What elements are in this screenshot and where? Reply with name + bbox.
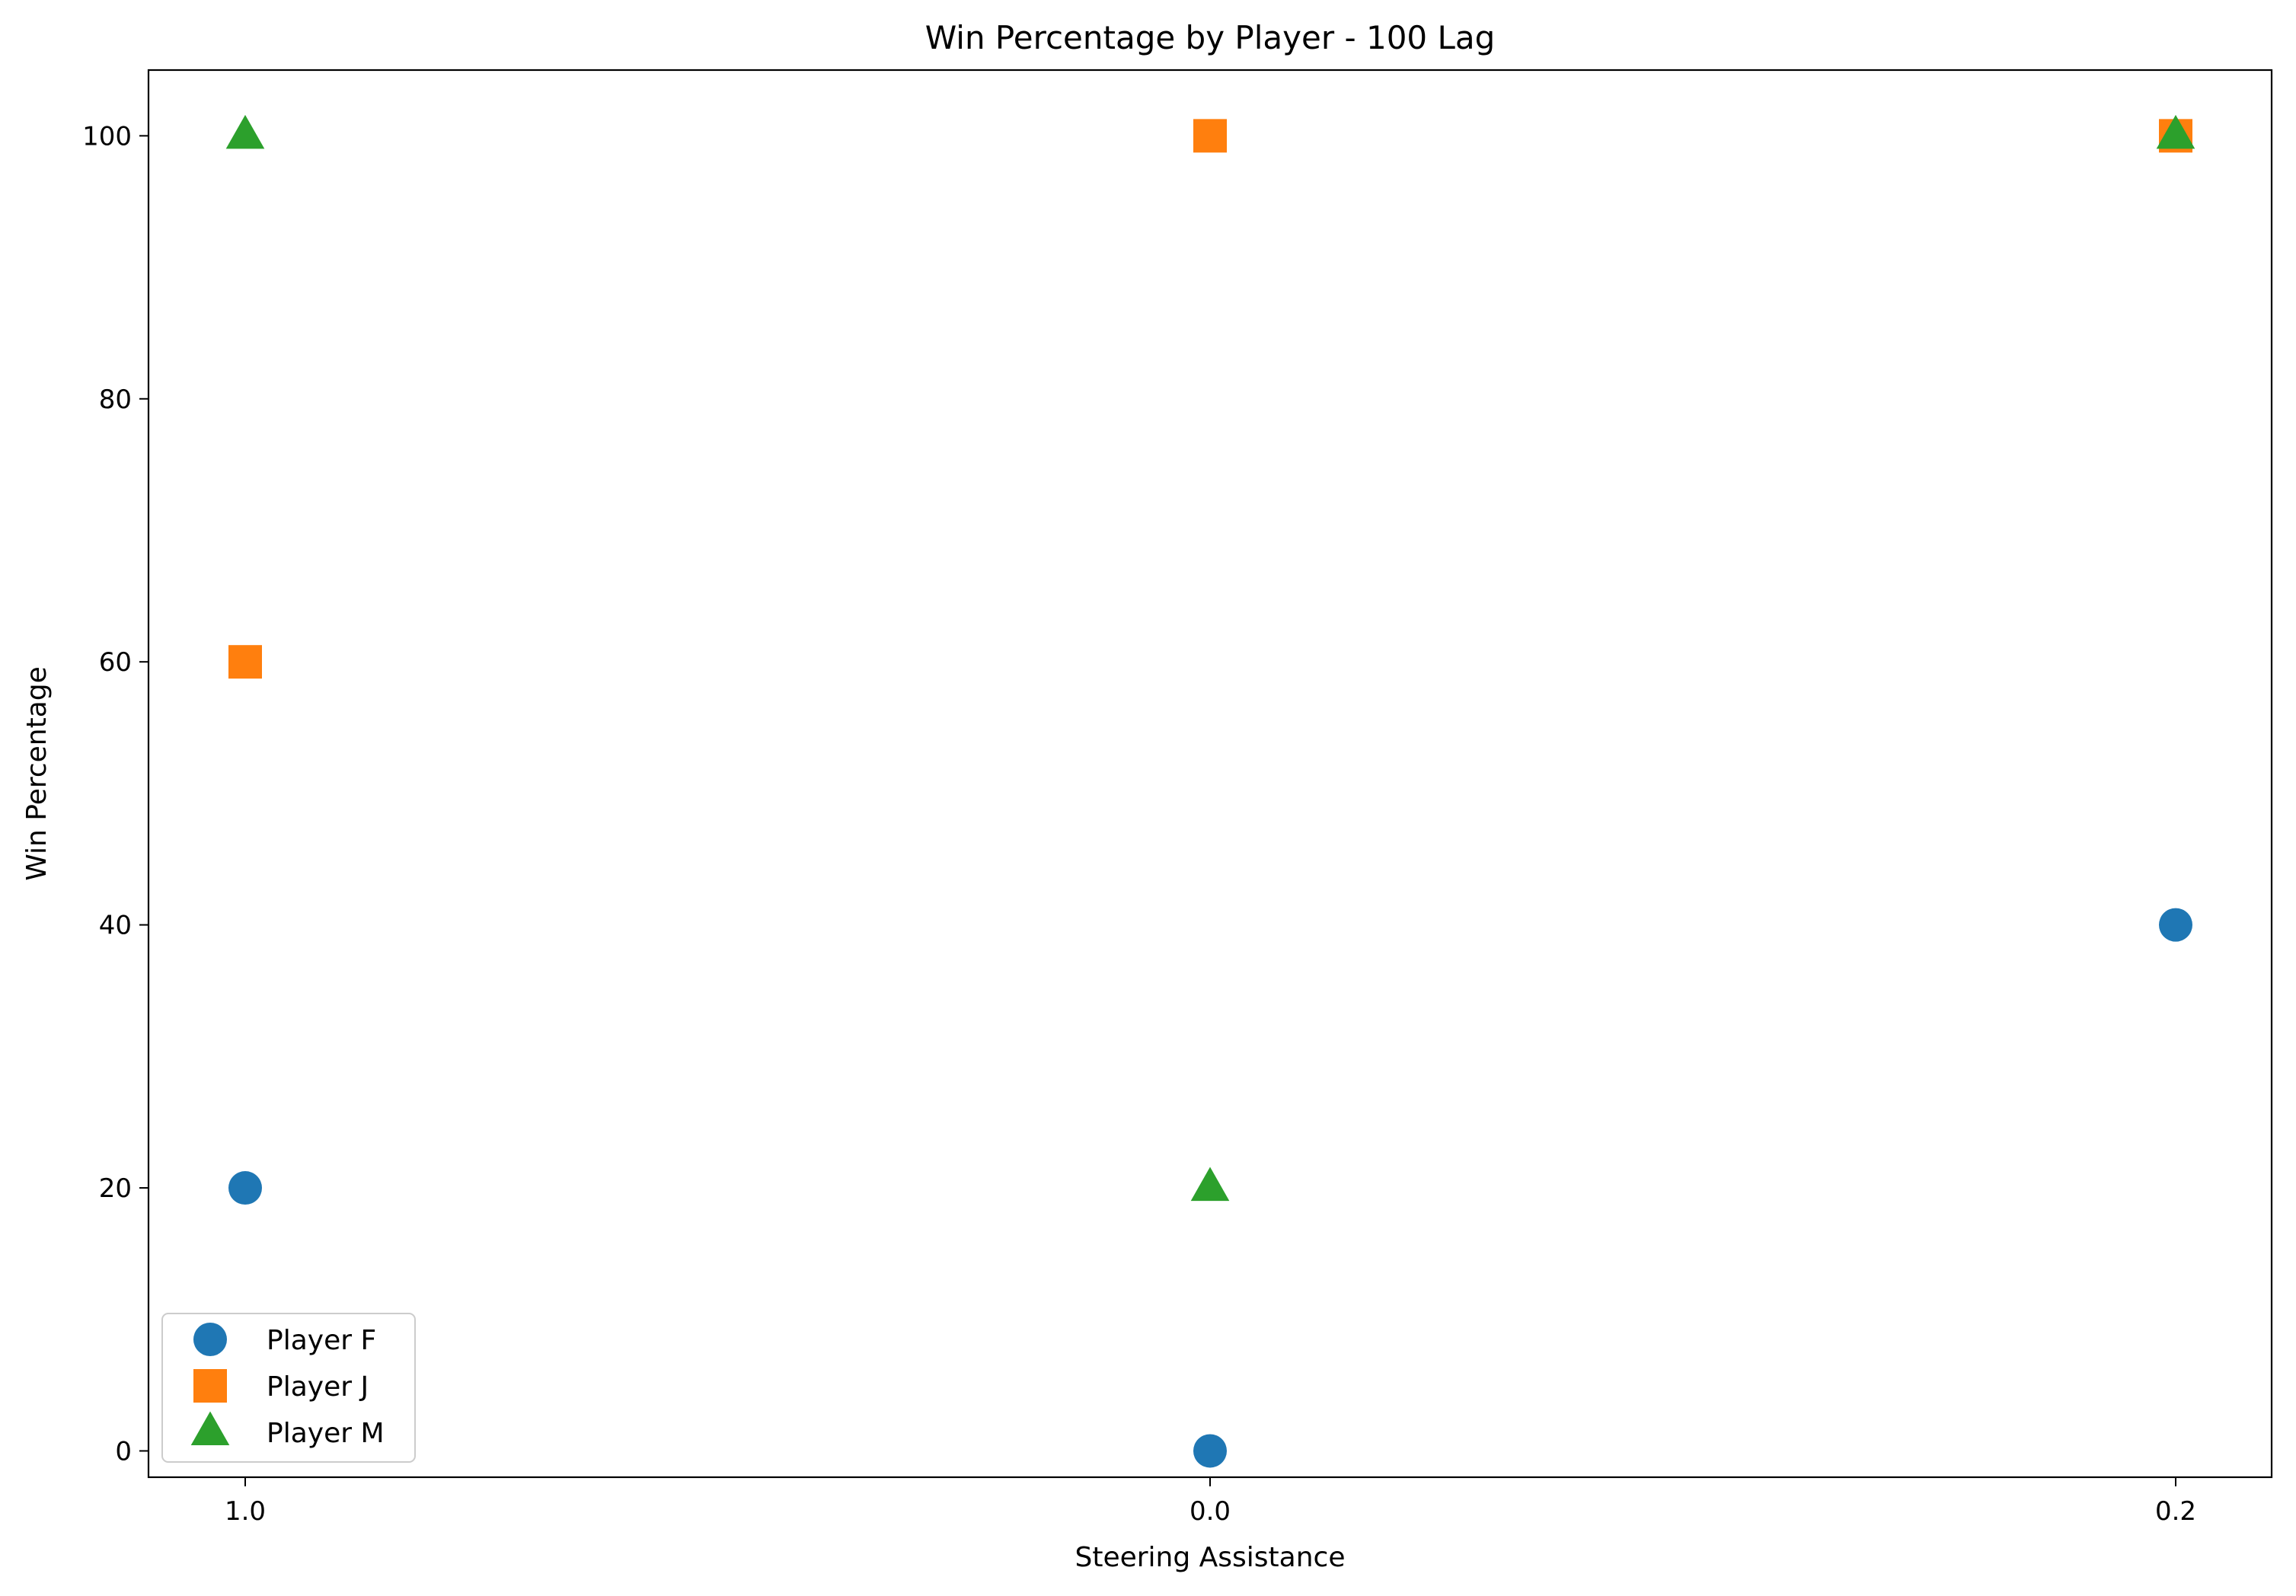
legend: Player F Player J Player M — [161, 1313, 416, 1463]
data-point-player-m — [225, 114, 265, 149]
data-point-player-f — [228, 1171, 262, 1205]
legend-marker-player-m — [190, 1411, 230, 1446]
legend-marker-player-j — [193, 1369, 227, 1403]
data-point-player-j — [228, 645, 262, 679]
legend-frame — [161, 1313, 416, 1463]
data-point-player-j — [1193, 119, 1227, 153]
data-point-player-f — [2159, 908, 2192, 942]
y-tick-label: 20 — [99, 1173, 132, 1204]
x-axis-label: Steering Assistance — [1075, 1542, 1345, 1573]
legend-label: Player J — [267, 1371, 369, 1403]
x-tick-label: 0.2 — [2155, 1496, 2196, 1527]
data-point-player-m — [2156, 114, 2195, 149]
x-tick-label: 0.0 — [1190, 1496, 1231, 1527]
data-point-player-f — [1193, 1434, 1227, 1468]
marker-layer — [225, 114, 2195, 1468]
data-point-player-m — [1190, 1167, 1230, 1202]
y-tick-label: 60 — [99, 647, 132, 678]
y-axis-label: Win Percentage — [21, 666, 53, 881]
legend-label: Player M — [267, 1418, 385, 1449]
chart-title: Win Percentage by Player - 100 Lag — [925, 19, 1496, 56]
tick-layer: 0 20 40 60 80 100 1.0 0.0 0.2 — [82, 121, 2196, 1527]
legend-label: Player F — [267, 1325, 376, 1356]
legend-marker-player-f — [193, 1323, 227, 1356]
plot-area-frame — [147, 69, 2273, 1479]
y-tick-label: 100 — [82, 121, 132, 152]
y-tick-label: 40 — [99, 911, 132, 941]
y-tick-label: 0 — [115, 1436, 132, 1467]
x-tick-label: 1.0 — [225, 1496, 266, 1527]
y-tick-label: 80 — [99, 385, 132, 415]
